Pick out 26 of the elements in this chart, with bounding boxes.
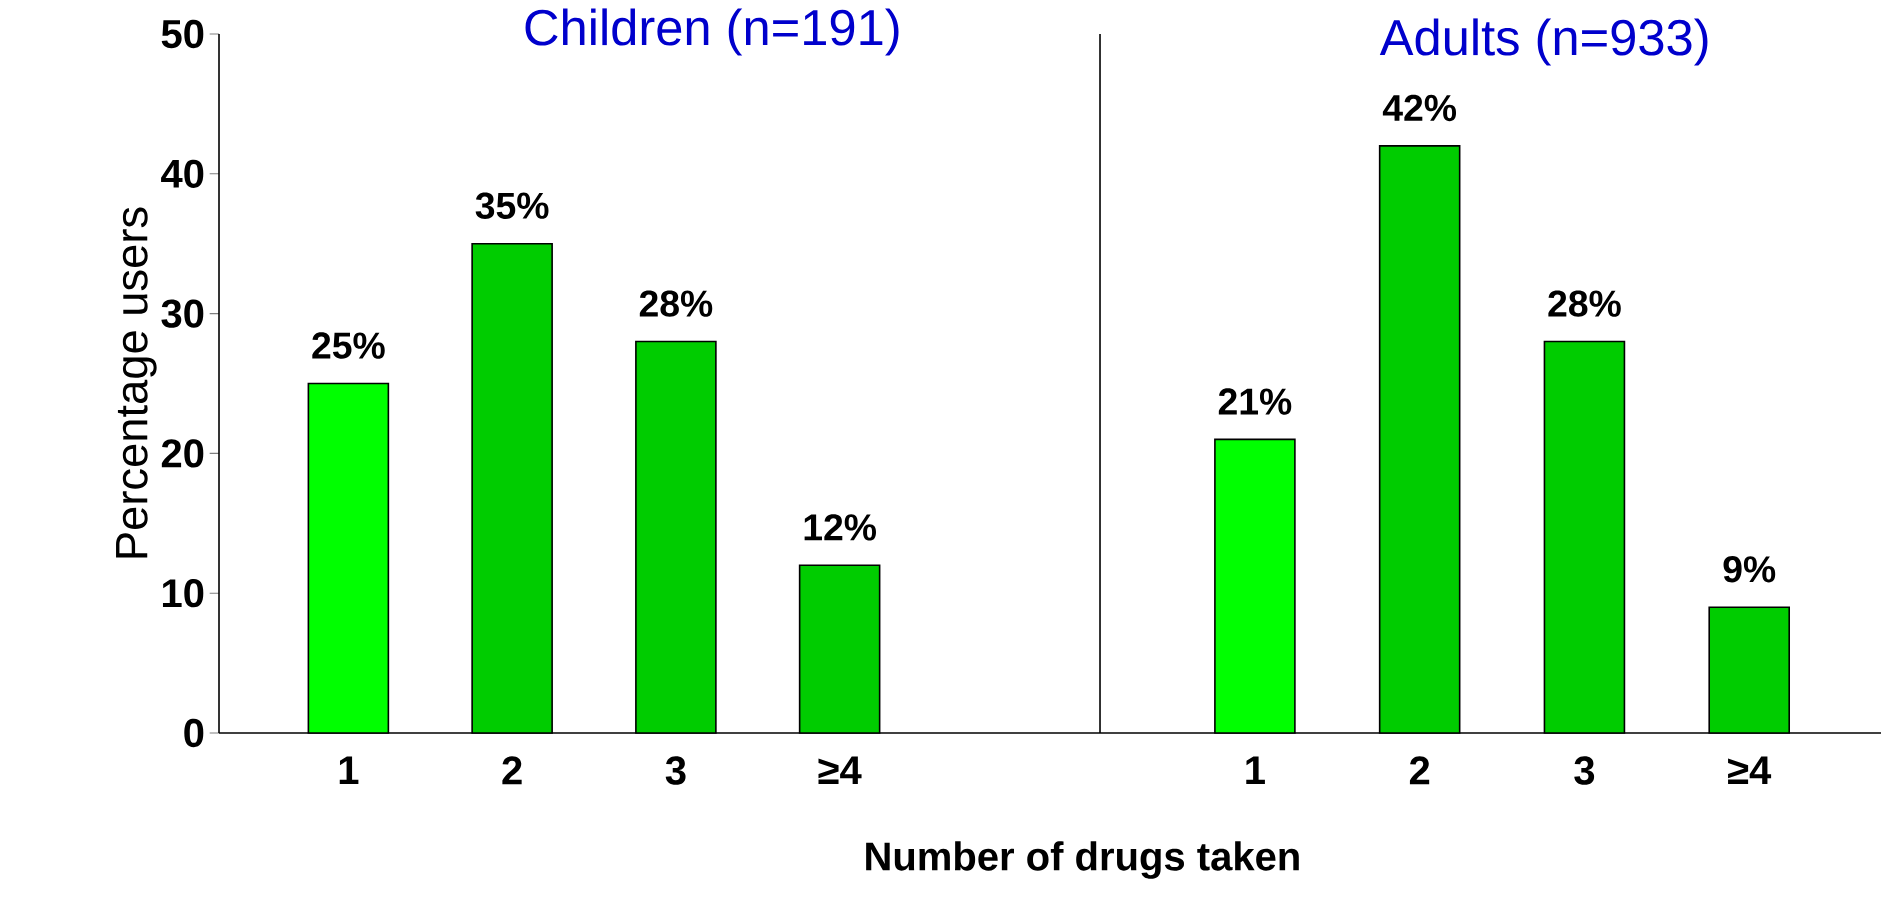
x-tick-label: 1 xyxy=(339,756,359,784)
chart-title: Children (n=191) xyxy=(525,8,899,56)
data-label: 28% xyxy=(639,290,713,317)
data-label: 25% xyxy=(312,332,385,359)
x-tick-label: 2 xyxy=(502,756,522,785)
data-label: 21% xyxy=(1218,388,1292,415)
y-axis-title: Percentage users xyxy=(116,207,157,558)
x-tick-label: 1 xyxy=(1246,756,1265,784)
y-tick-label: 30 xyxy=(161,299,204,328)
y-tick-label: 20 xyxy=(161,439,204,468)
y-tick-label: 40 xyxy=(161,159,204,188)
chart-title: Adults (n=933) xyxy=(1379,18,1708,66)
x-tick-label: ≥4 xyxy=(818,756,862,784)
x-axis-title: Number of drugs taken xyxy=(866,841,1299,879)
data-label: 35% xyxy=(475,192,549,219)
data-label: 9% xyxy=(1723,556,1776,583)
x-tick-label: 2 xyxy=(1409,756,1430,785)
y-tick-label: 0 xyxy=(184,718,204,748)
data-label: 12% xyxy=(804,514,876,541)
x-tick-label: 3 xyxy=(665,756,686,785)
x-tick-label: ≥4 xyxy=(1728,756,1772,784)
y-tick-label: 50 xyxy=(161,19,204,49)
y-tick-label: 10 xyxy=(162,579,204,608)
data-label: 42% xyxy=(1382,94,1457,122)
data-label: 28% xyxy=(1548,290,1621,317)
x-tick-label: 3 xyxy=(1574,756,1595,785)
